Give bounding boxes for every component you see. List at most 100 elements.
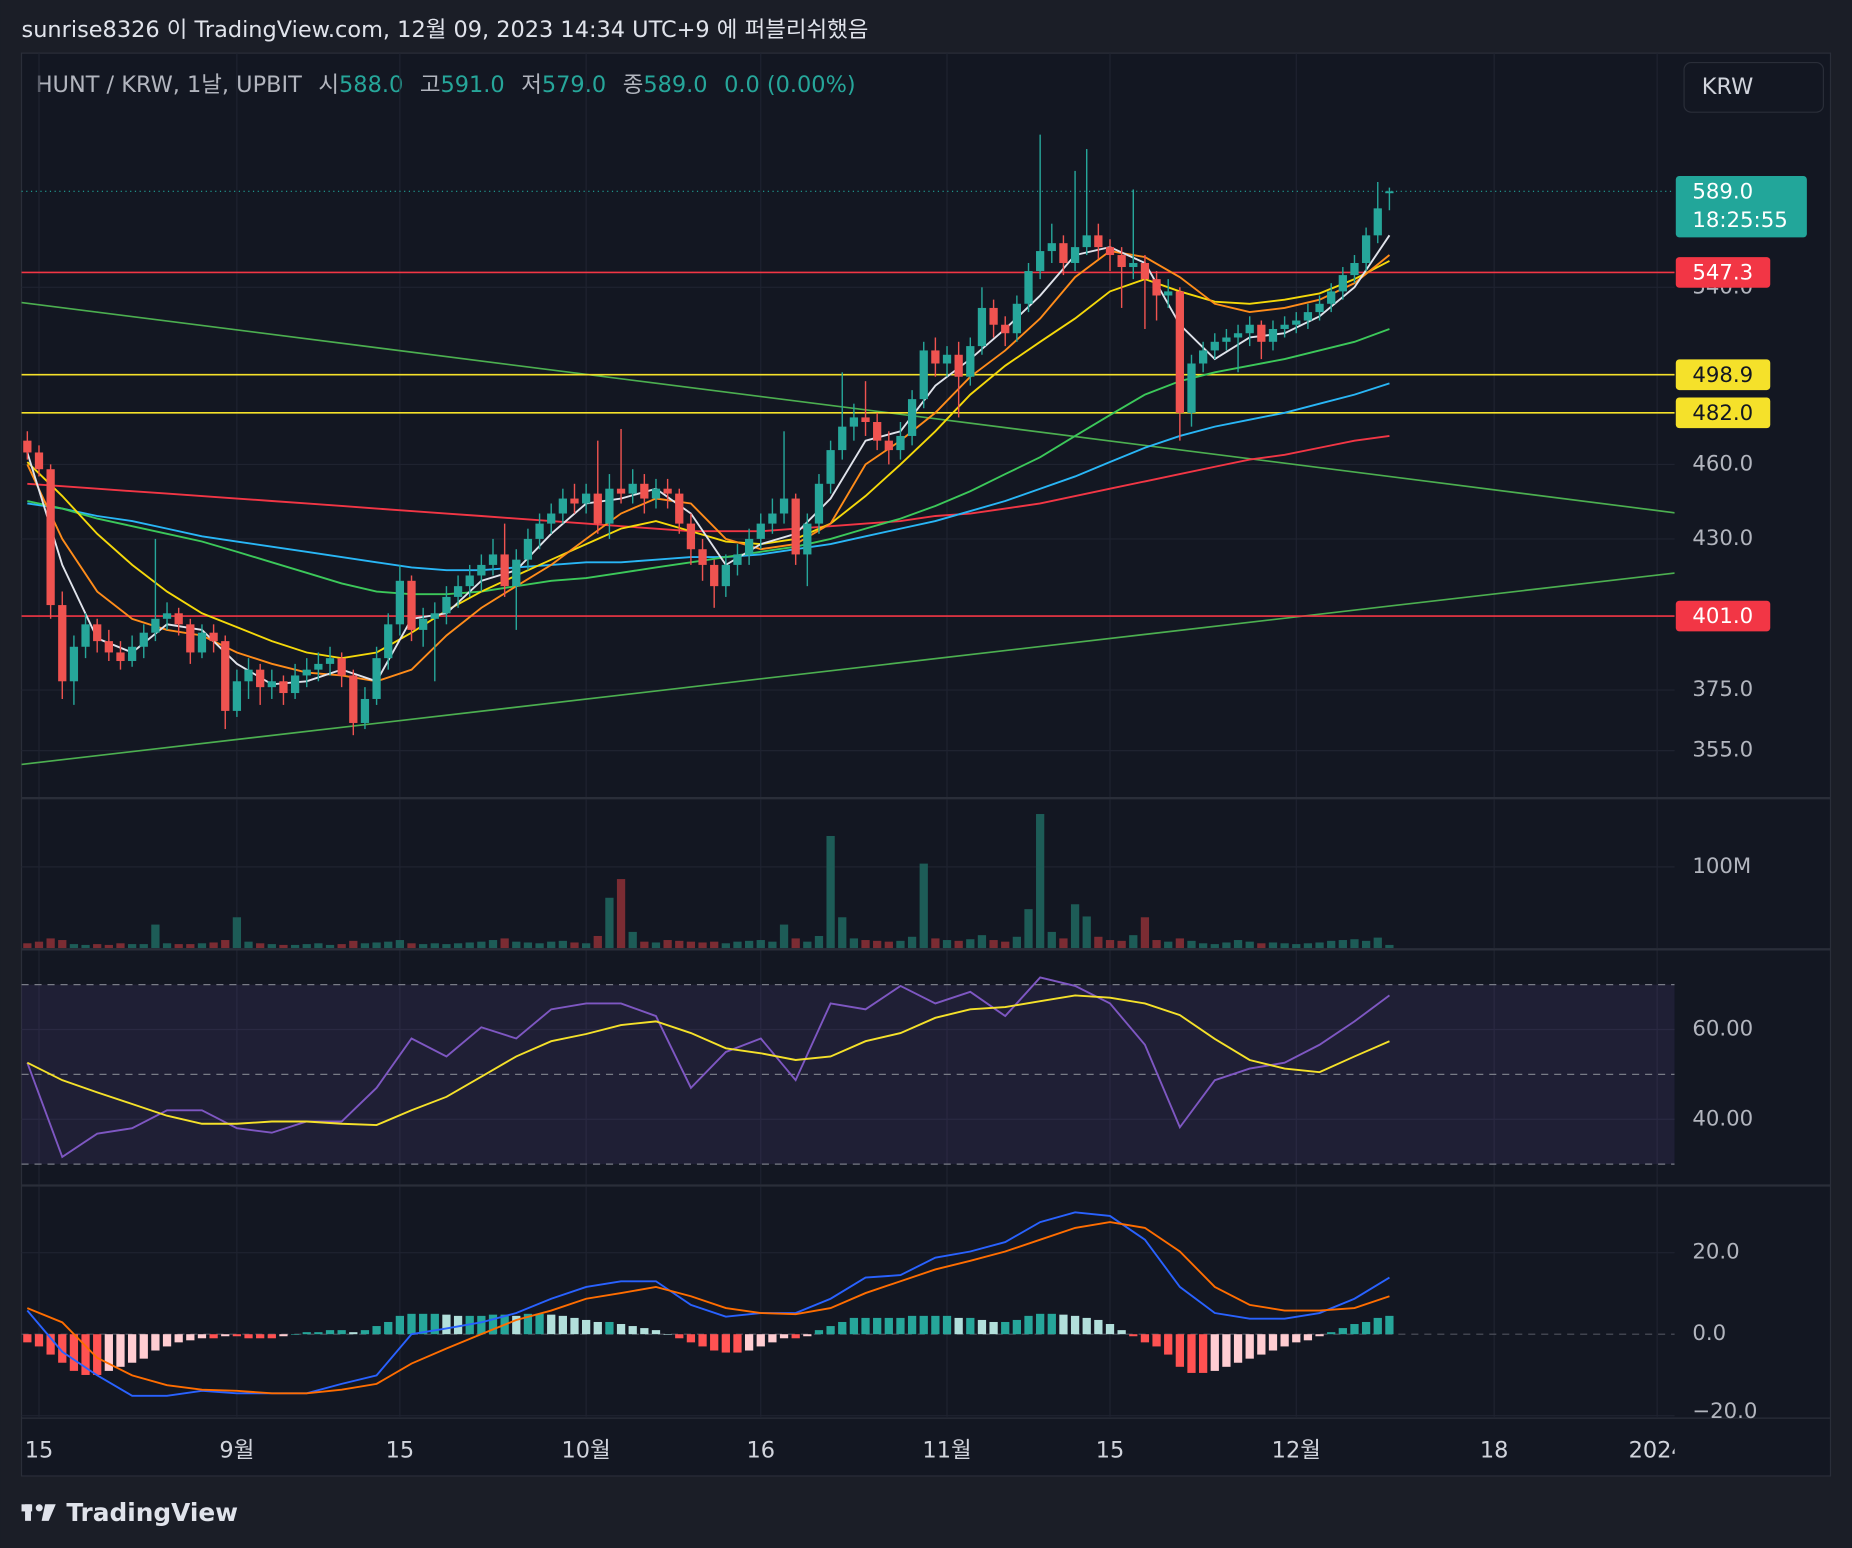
macd-histogram-bar	[1047, 1313, 1056, 1335]
macd-histogram-bar	[1187, 1334, 1196, 1373]
candle-body	[1350, 263, 1359, 276]
candle-body	[838, 426, 847, 451]
macd-histogram-bar	[1140, 1334, 1150, 1343]
macd-histogram-bar	[919, 1315, 928, 1335]
macd-histogram-bar	[453, 1315, 463, 1335]
volume-bar	[733, 941, 742, 949]
volume-bar	[710, 941, 719, 949]
candle-body	[698, 549, 707, 565]
volume-bar	[1233, 940, 1243, 949]
candle-body	[907, 399, 917, 436]
countdown-label: 18:25:55	[1692, 208, 1787, 233]
footer-brand: TradingView	[66, 1498, 238, 1527]
candle-body	[675, 493, 684, 524]
macd-histogram-bar	[1059, 1314, 1068, 1335]
macd-histogram-bar	[663, 1334, 672, 1335]
volume-bar	[430, 943, 439, 949]
macd-histogram-bar	[721, 1334, 730, 1353]
candle-body	[931, 350, 940, 364]
volume-bar	[1245, 941, 1254, 949]
candle-body	[1152, 279, 1161, 296]
macd-histogram-bar	[1210, 1334, 1219, 1371]
candle-body	[919, 350, 928, 400]
volume-bar	[931, 938, 940, 949]
macd-histogram-bar	[1036, 1313, 1045, 1335]
volume-bar	[279, 944, 288, 949]
ohlc-value: 589.0	[643, 72, 707, 98]
volume-bar	[81, 944, 90, 949]
macd-histogram-bar	[1199, 1334, 1208, 1373]
candle-body	[267, 681, 276, 688]
macd-histogram-bar	[1233, 1334, 1243, 1363]
macd-histogram-bar	[384, 1321, 393, 1335]
macd-histogram-bar	[174, 1334, 183, 1343]
volume-bar	[267, 944, 276, 949]
price-badge	[1675, 359, 1771, 391]
candle-body	[46, 469, 55, 606]
candle-body	[512, 559, 521, 587]
volume-bar	[651, 942, 661, 949]
candle-body	[1070, 247, 1080, 264]
volume-bar	[1117, 940, 1126, 949]
candle-body	[640, 483, 649, 499]
volume-pane	[23, 814, 1394, 949]
macd-histogram-bar	[1315, 1334, 1324, 1337]
macd-histogram-bar	[1164, 1334, 1173, 1355]
macd-histogram-bar	[582, 1319, 591, 1335]
macd-histogram-bar	[931, 1315, 940, 1335]
macd-histogram-bar	[209, 1334, 218, 1339]
x-axis: 15 9월 15 10월 16 11월 15 12월 18 2024	[25, 1438, 1675, 1464]
volume-bar	[139, 944, 148, 949]
volume-bar	[884, 941, 893, 949]
candle-body	[1315, 303, 1324, 313]
macd-histogram-bar	[686, 1334, 696, 1343]
volume-bar	[768, 941, 777, 949]
candle-body	[384, 624, 393, 659]
volume-bar	[442, 944, 451, 949]
macd-histogram-bar	[698, 1334, 707, 1347]
candle-body	[1001, 324, 1010, 334]
candle-body	[977, 307, 987, 347]
last-price-badge	[1675, 175, 1807, 238]
volume-bar	[34, 941, 44, 949]
volume-bar	[116, 943, 125, 949]
macd-histogram-bar	[570, 1317, 579, 1335]
candle-body	[1233, 333, 1243, 338]
macd-histogram-bar	[349, 1332, 358, 1335]
macd-histogram-bar	[977, 1319, 987, 1335]
volume-bar	[989, 940, 998, 949]
volume-bar	[395, 940, 405, 949]
candle-body	[733, 554, 742, 565]
volume-bar	[221, 940, 230, 949]
volume-bar	[162, 943, 172, 949]
x-tick-label: 11월	[922, 1438, 971, 1464]
candle-body	[593, 493, 602, 524]
volume-bar	[1012, 936, 1022, 949]
symbol: HUNT / KRW, 1날, UPBIT	[36, 72, 302, 98]
volume-bar	[1361, 940, 1371, 949]
macd-histogram-bar	[232, 1334, 242, 1337]
y-tick-label: 40.00	[1692, 1106, 1753, 1131]
candle-body	[989, 307, 998, 325]
candle-body	[477, 564, 486, 576]
candle-body	[256, 669, 265, 688]
macd-histogram-bar	[756, 1334, 765, 1347]
volume-bar	[209, 942, 218, 949]
volume-bar	[838, 917, 847, 949]
currency-label[interactable]: KRW	[1702, 74, 1754, 100]
candle-body	[1059, 243, 1068, 264]
macd-histogram-bar	[1292, 1334, 1301, 1343]
macd-histogram-bar	[221, 1334, 230, 1337]
candle-body	[523, 538, 533, 560]
macd-histogram-bar	[116, 1334, 125, 1367]
candle-body	[151, 618, 160, 633]
candle-body	[372, 658, 381, 699]
macd-histogram-bar	[803, 1334, 812, 1337]
currency-button[interactable]	[1683, 61, 1824, 113]
macd-histogram-bar	[186, 1334, 195, 1341]
y-tick-label: 0.0	[1692, 1321, 1726, 1346]
macd-histogram-bar	[244, 1334, 253, 1339]
candle-body	[1303, 312, 1313, 321]
volume-bar	[1105, 940, 1115, 949]
ohlc-label: 고	[420, 72, 441, 98]
